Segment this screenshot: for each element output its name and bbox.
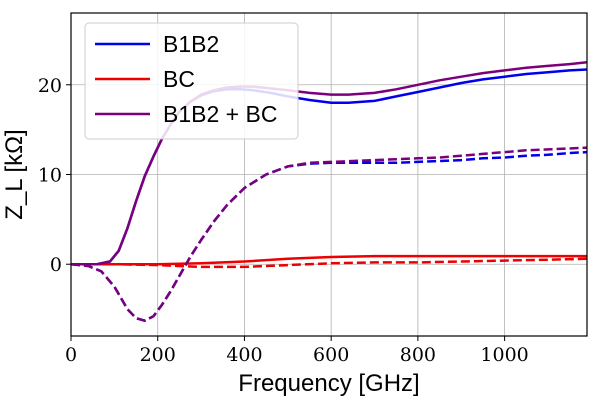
series-line-bc-solid [71, 254, 587, 266]
series-line-bc-dashed [71, 257, 587, 269]
y-tick-label: 0 [50, 254, 62, 276]
legend: B1B2 BC B1B2 + BC [84, 22, 299, 140]
x-tick-label: 400 [226, 344, 262, 366]
x-tick-label: 0 [65, 344, 77, 366]
y-axis-label: Z_L [kΩ] [1, 129, 28, 219]
x-tick-label: 1000 [480, 344, 528, 366]
series-line-b1b2-dashed [71, 150, 587, 322]
legend-box [84, 22, 299, 140]
y-tick-label: 20 [38, 75, 62, 97]
y-tick-label: 10 [38, 165, 62, 187]
ticks: 0 200 400 600 800 1000 0 10 20 [38, 75, 529, 366]
x-tick-label: 800 [400, 344, 436, 366]
x-tick-label: 200 [140, 344, 176, 366]
legend-label-b1b2: B1B2 [163, 31, 219, 57]
legend-label-b1b2-bc: B1B2 + BC [163, 101, 277, 127]
x-tick-label: 600 [313, 344, 349, 366]
series-line-b1b2-bc-dashed [71, 146, 587, 322]
x-axis-label: Frequency [GHz] [238, 370, 419, 397]
legend-label-bc: BC [163, 66, 195, 92]
